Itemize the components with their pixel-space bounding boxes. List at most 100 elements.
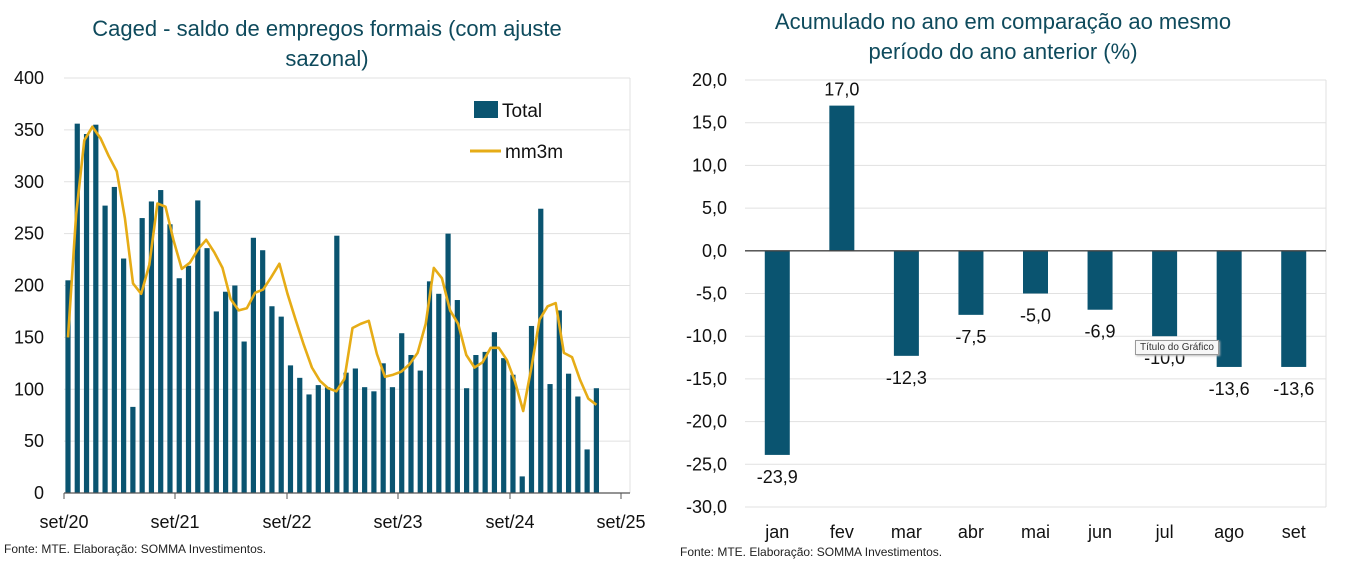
left-bar (65, 280, 71, 493)
right-data-label: 17,0 (824, 80, 859, 100)
left-chart-title-line2: sazonal) (285, 46, 368, 71)
left-y-tick-label: 350 (14, 120, 44, 140)
right-data-label: -5,0 (1020, 306, 1051, 326)
left-bar (195, 200, 201, 494)
right-y-tick-label: -30,0 (686, 497, 727, 517)
right-data-label: -13,6 (1273, 379, 1314, 399)
left-x-tick-label: set/25 (596, 512, 645, 532)
right-x-tick-label: mar (891, 522, 922, 542)
left-bar (556, 310, 562, 493)
right-x-tick-label: jun (1087, 522, 1112, 542)
left-bar (417, 370, 423, 493)
left-bar (575, 396, 581, 493)
left-bar (130, 406, 136, 493)
left-bar (352, 368, 358, 493)
right-bar (829, 105, 855, 251)
left-bar (222, 291, 229, 493)
right-y-tick-label: -20,0 (686, 412, 727, 432)
left-bar (519, 476, 525, 493)
left-y-tick-label: 150 (14, 327, 44, 347)
left-bars (65, 123, 599, 494)
right-chart: Acumulado no ano em comparação ao mesmo … (686, 9, 1327, 542)
left-x-axis: set/20 set/21 set/22 set/23 set/24 set/25 (39, 492, 646, 532)
left-bar (491, 332, 498, 493)
left-bar (185, 265, 192, 493)
left-chart: Caged - saldo de empregos formais (com a… (14, 16, 646, 532)
right-y-tick-label: -10,0 (686, 326, 727, 346)
left-bar (297, 377, 303, 493)
right-y-tick-label: 0,0 (702, 241, 727, 261)
right-y-tick-label: 15,0 (692, 113, 727, 133)
right-x-axis: jan fev mar abr mai jun jul ago set (764, 522, 1305, 542)
legend-bar-swatch (474, 101, 498, 118)
right-bar (1152, 250, 1178, 337)
left-bar (528, 325, 535, 493)
right-bars: -23,917,0-12,3-7,5-5,0-6,9-10,0-13,6 -13,… (757, 80, 1314, 487)
left-bar (408, 355, 414, 493)
chart-title-tooltip: Título do Gráfico (1135, 340, 1219, 355)
left-bar (445, 233, 451, 493)
left-bar (501, 358, 507, 493)
left-x-tick-label: set/24 (485, 512, 534, 532)
left-bar (83, 134, 90, 493)
left-bar (260, 250, 266, 493)
left-bar (148, 201, 155, 493)
left-bar (399, 333, 405, 493)
left-bar (362, 387, 368, 493)
left-bar (426, 281, 433, 493)
left-bar (121, 258, 127, 493)
right-data-label: -6,9 (1085, 322, 1116, 342)
left-line-series (66, 125, 598, 413)
left-bar (380, 363, 386, 493)
left-bar (538, 208, 544, 493)
right-bar (958, 250, 984, 315)
left-bar (389, 387, 396, 493)
right-x-tick-label: set (1282, 522, 1306, 542)
left-bar (482, 351, 488, 493)
left-bar (315, 385, 321, 493)
left-bar (204, 248, 210, 493)
right-y-tick-label: -15,0 (686, 369, 727, 389)
right-chart-title-line2: período do ano anterior (%) (868, 39, 1137, 64)
left-x-tick-label: set/21 (150, 512, 199, 532)
left-bar (584, 449, 590, 493)
left-x-tick-label: set/20 (39, 512, 88, 532)
right-data-label: -13,6 (1209, 379, 1250, 399)
left-legend: Total mm3m (470, 101, 563, 163)
right-chart-title-line1: Acumulado no ano em comparação ao mesmo (775, 9, 1231, 34)
legend-bar-label: Total (502, 101, 542, 122)
left-y-axis: 0 50 100 150 200 250 300 350 400 (14, 68, 44, 503)
legend-line-label: mm3m (505, 142, 563, 163)
left-chart-title-line1: Caged - saldo de empregos formais (com a… (92, 16, 562, 41)
left-x-tick-label: set/23 (373, 512, 422, 532)
left-mm3m-line (66, 125, 598, 413)
right-bar (1087, 250, 1113, 310)
left-bar (111, 186, 117, 493)
right-data-label: -12,3 (886, 368, 927, 388)
right-y-tick-label: -5,0 (696, 284, 727, 304)
left-bar (334, 235, 340, 493)
right-source-note: Fonte: MTE. Elaboração: SOMMA Investimen… (680, 545, 943, 559)
left-bar (436, 293, 442, 493)
left-bar (269, 306, 275, 493)
right-data-label: -23,9 (757, 467, 798, 487)
right-bar (893, 250, 919, 356)
left-bar (464, 388, 470, 493)
left-bar (278, 316, 284, 493)
right-x-tick-label: ago (1214, 522, 1244, 542)
left-y-tick-label: 250 (14, 224, 44, 244)
left-bar (565, 373, 572, 493)
left-bar (454, 300, 460, 493)
left-bar (241, 341, 247, 493)
left-bar (593, 388, 599, 493)
left-x-tick-label: set/22 (262, 512, 311, 532)
left-bar (176, 278, 182, 493)
right-y-tick-label: -25,0 (686, 454, 727, 474)
left-bar (306, 394, 312, 493)
left-bar (287, 365, 294, 493)
left-bar (250, 237, 256, 493)
left-y-tick-label: 200 (14, 276, 44, 296)
left-bar (213, 311, 219, 493)
right-x-tick-label: mai (1021, 522, 1050, 542)
